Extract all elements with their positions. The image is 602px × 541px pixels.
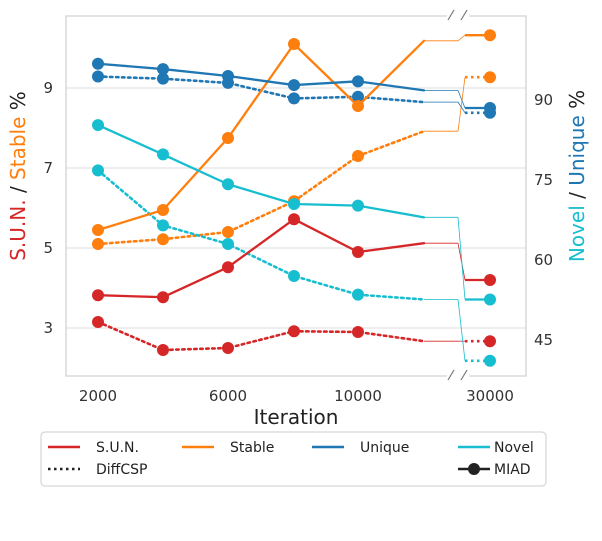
legend-label-stable: Stable [230, 440, 274, 456]
y-left-label-stable: Stable [6, 117, 30, 180]
legend-label-miad: MIAD [494, 462, 531, 478]
series-novel-miad-line [96, 123, 426, 219]
series-unique-diffcsp-point-8000 [288, 92, 300, 105]
y-left-tick-7: 7 [43, 159, 53, 177]
series-sun-diffcsp-point-2000 [92, 316, 104, 328]
legend-label-unique: Unique [360, 440, 409, 456]
series-novel-diffcsp-point-8000 [288, 270, 300, 282]
y-right-label-pct: % [565, 90, 589, 115]
x-tick-10000: 10000 [334, 387, 382, 405]
series-stable-diffcsp-point-2000 [92, 238, 104, 250]
y-axis-label-left: S.U.N. / Stable % [6, 91, 30, 261]
y-left-label-pct: % [6, 91, 30, 116]
x-axis-label: Iteration [254, 405, 339, 429]
series-stable-diffcsp-point-4000 [157, 233, 169, 246]
series-sun-miad-point-10000 [352, 246, 364, 258]
y-right-tick-90: 90 [534, 91, 553, 109]
y-left-tick-5: 5 [43, 239, 53, 257]
series-stable-diffcsp-line [96, 129, 426, 246]
x-tick-30000: 30000 [466, 387, 514, 405]
series-novel-diffcsp-point-2000 [92, 164, 104, 177]
legend: S.U.N. Stable Unique Novel DiffCSP MIAD [40, 431, 547, 487]
series-sun-miad-point-2000 [92, 289, 104, 302]
series-unique-miad-point-6000 [222, 70, 234, 82]
series-stable-diffcsp-point-6000 [222, 226, 234, 238]
series-novel-miad-point-6000 [222, 178, 234, 191]
series-sun-diffcsp-point-8000 [288, 325, 300, 338]
series-novel-miad-point-30000 [484, 293, 496, 306]
series-novel-diffcsp-point-6000 [222, 238, 234, 250]
series-layer [92, 29, 496, 367]
y-axis-label-right: Novel / Unique % [565, 90, 589, 262]
series-sun-miad-point-4000 [157, 291, 169, 304]
series-stable-diffcsp-point-30000 [484, 71, 496, 84]
series-stable-miad-point-4000 [157, 204, 169, 216]
series-stable-diffcsp-break-drop [457, 77, 466, 132]
series-stable-miad-line [96, 39, 426, 232]
y-right-label-sep: / [565, 186, 589, 205]
series-stable-miad-break-drop [457, 34, 466, 42]
series-stable-miad-point-8000 [288, 38, 300, 50]
plot-frame [65, 15, 527, 377]
series-sun-diffcsp-point-4000 [157, 344, 169, 356]
series-novel-diffcsp-line [96, 169, 426, 301]
x-tick-2000: 2000 [79, 387, 117, 405]
legend-label-diffcsp: DiffCSP [96, 462, 147, 478]
y-right-label-novel: Novel [565, 205, 589, 262]
series-unique-miad-point-8000 [288, 79, 300, 92]
series-stable-miad-point-2000 [92, 224, 104, 236]
series-sun-diffcsp-point-6000 [222, 342, 234, 354]
series-novel-diffcsp-point-30000 [484, 354, 496, 367]
series-novel-diffcsp-point-10000 [352, 288, 364, 301]
series-novel-miad-break-drop [457, 217, 466, 300]
series-sun-diffcsp-point-30000 [484, 335, 496, 348]
legend-swatch-miad-marker [468, 463, 480, 475]
x-tick-6000: 6000 [209, 387, 247, 405]
y-left-label-sep: / [6, 180, 30, 199]
series-novel-miad-point-10000 [352, 199, 364, 212]
legend-label-sun: S.U.N. [96, 440, 139, 456]
series-unique-miad-point-4000 [157, 63, 169, 76]
series-unique-diffcsp-break-drop [457, 101, 466, 114]
series-sun-miad-point-30000 [484, 274, 496, 286]
series-unique-miad-point-10000 [352, 75, 364, 88]
tick-labels: 3 5 7 9 45 60 75 90 2000 6000 10000 30000 [43, 79, 553, 405]
series-unique-miad-line [96, 62, 426, 92]
series-novel-diffcsp-break-drop [457, 299, 466, 361]
y-right-tick-60: 60 [534, 251, 553, 269]
y-right-tick-75: 75 [534, 171, 553, 189]
series-novel-diffcsp-point-4000 [157, 219, 169, 232]
y-left-tick-9: 9 [43, 79, 53, 97]
series-novel-miad-point-2000 [92, 119, 104, 132]
series-sun-miad-point-6000 [222, 261, 234, 274]
y-right-label-unique: Unique [565, 115, 589, 186]
series-unique-diffcsp-point-2000 [92, 70, 104, 83]
axis-break [447, 8, 469, 384]
series-unique-miad-break-drop [457, 90, 466, 109]
y-right-tick-45: 45 [534, 331, 553, 349]
y-left-tick-3: 3 [43, 319, 53, 337]
series-unique-miad-point-30000 [484, 102, 496, 114]
series-stable-miad-point-6000 [222, 132, 234, 144]
y-left-label-sun: S.U.N. [6, 199, 30, 260]
legend-label-novel: Novel [494, 440, 534, 456]
series-novel-miad-point-8000 [288, 198, 300, 210]
series-sun-miad-line [96, 218, 426, 299]
series-sun-diffcsp-line [96, 320, 426, 352]
series-novel-miad-point-4000 [157, 148, 169, 161]
legend-frame [40, 431, 547, 487]
series-unique-miad-point-2000 [92, 57, 104, 70]
series-stable-diffcsp-point-10000 [352, 150, 364, 162]
series-unique-diffcsp-point-4000 [157, 72, 169, 85]
series-sun-miad-point-8000 [288, 213, 300, 226]
series-unique-diffcsp-point-10000 [352, 90, 364, 103]
series-sun-diffcsp-point-10000 [352, 326, 364, 338]
series-stable-miad-point-30000 [484, 29, 496, 42]
series-stable-miad-point-10000 [352, 100, 364, 112]
